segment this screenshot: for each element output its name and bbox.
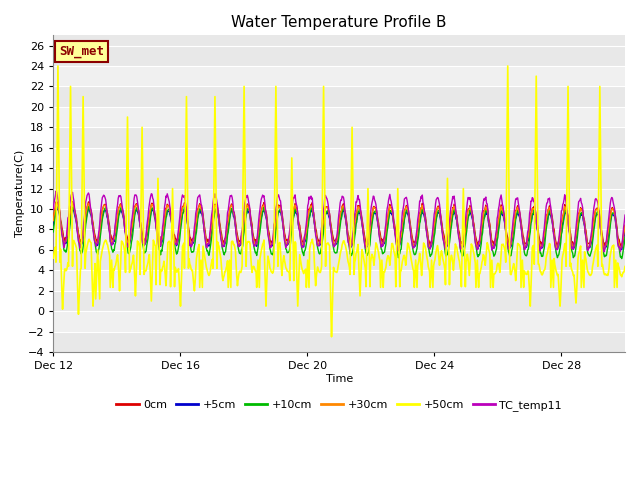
Text: SW_met: SW_met bbox=[59, 45, 104, 58]
Bar bbox=[53, 291, 625, 311]
Bar bbox=[53, 66, 625, 86]
Bar bbox=[53, 229, 625, 250]
Bar bbox=[53, 311, 625, 332]
Bar bbox=[53, 127, 625, 148]
Bar bbox=[53, 332, 625, 352]
Bar bbox=[53, 270, 625, 291]
Bar bbox=[53, 148, 625, 168]
Legend: 0cm, +5cm, +10cm, +30cm, +50cm, TC_temp11: 0cm, +5cm, +10cm, +30cm, +50cm, TC_temp1… bbox=[112, 396, 566, 416]
Bar bbox=[53, 107, 625, 127]
Bar bbox=[53, 168, 625, 189]
Bar bbox=[53, 250, 625, 270]
X-axis label: Time: Time bbox=[326, 374, 353, 384]
Bar bbox=[53, 46, 625, 66]
Y-axis label: Temperature(C): Temperature(C) bbox=[15, 150, 25, 237]
Bar bbox=[53, 86, 625, 107]
Bar bbox=[53, 209, 625, 229]
Bar bbox=[53, 189, 625, 209]
Title: Water Temperature Profile B: Water Temperature Profile B bbox=[232, 15, 447, 30]
